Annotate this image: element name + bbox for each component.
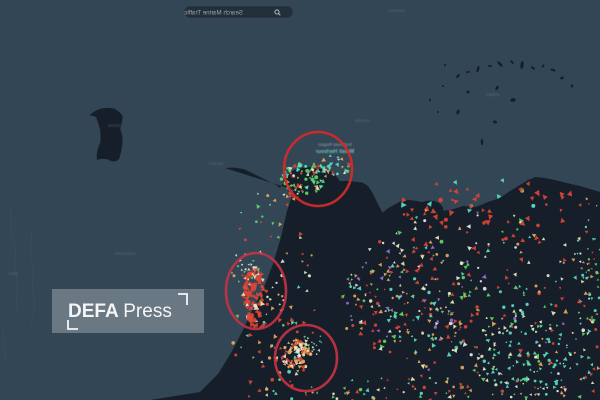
svg-text:Comoros: Comoros (388, 8, 405, 13)
svg-text:Search Marine Traffic: Search Marine Traffic (184, 10, 243, 17)
svg-text:Aldabra: Aldabra (485, 92, 500, 97)
svg-text:DEFA Press: DEFA Press (68, 301, 172, 322)
svg-text:Anjouan: Anjouan (208, 161, 224, 166)
svg-text:Mayotte: Mayotte (355, 118, 371, 123)
svg-text:Moheli: Moheli (108, 123, 120, 128)
svg-text:Northeast Region: Northeast Region (318, 142, 352, 147)
svg-text:Sada: Sada (8, 271, 18, 276)
svg-text:Mtsamboro: Mtsamboro (115, 251, 137, 256)
